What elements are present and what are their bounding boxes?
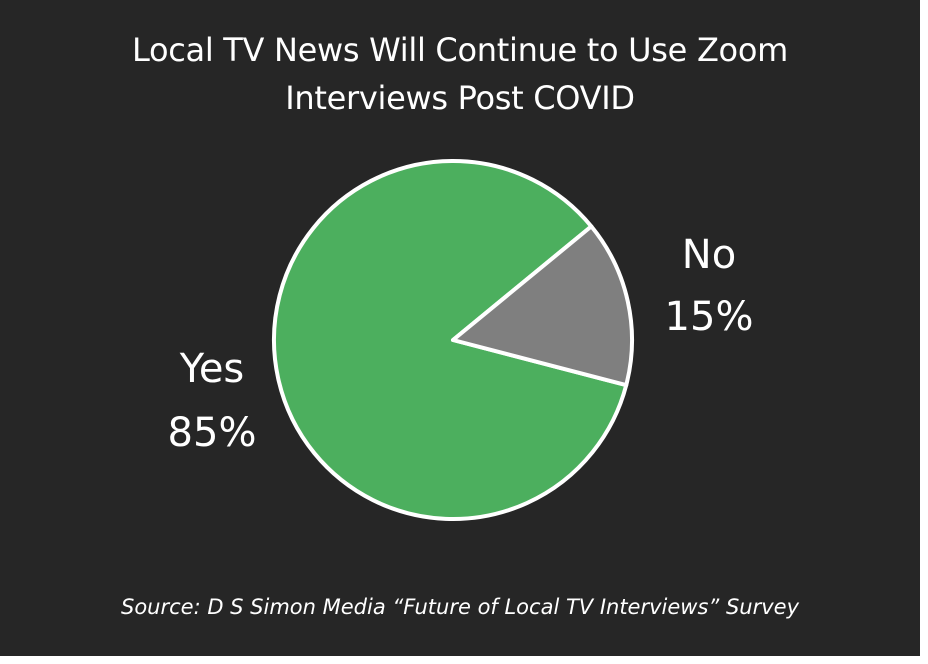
pie-slices	[272, 159, 634, 521]
slice-label-no-value: 15%	[665, 294, 754, 340]
slice-label-yes-name: Yes	[179, 346, 245, 392]
chart-title-line-1: Local TV News Will Continue to Use Zoom	[131, 31, 788, 69]
pie-chart: Yes 85% No 15%	[168, 159, 754, 521]
slice-label-yes-value: 85%	[168, 410, 257, 456]
slice-label-no: No 15%	[665, 232, 754, 340]
slice-label-yes: Yes 85%	[168, 346, 257, 456]
slice-label-no-name: No	[682, 232, 736, 278]
chart-title-line-2: Interviews Post COVID	[285, 79, 635, 117]
chart-panel: Local TV News Will Continue to Use Zoom …	[0, 0, 920, 656]
pie-slice-no	[451, 224, 634, 388]
source-note: Source: D S Simon Media “Future of Local…	[120, 595, 800, 619]
pie-slice-yes	[272, 159, 629, 521]
chart-title: Local TV News Will Continue to Use Zoom …	[0, 26, 920, 122]
